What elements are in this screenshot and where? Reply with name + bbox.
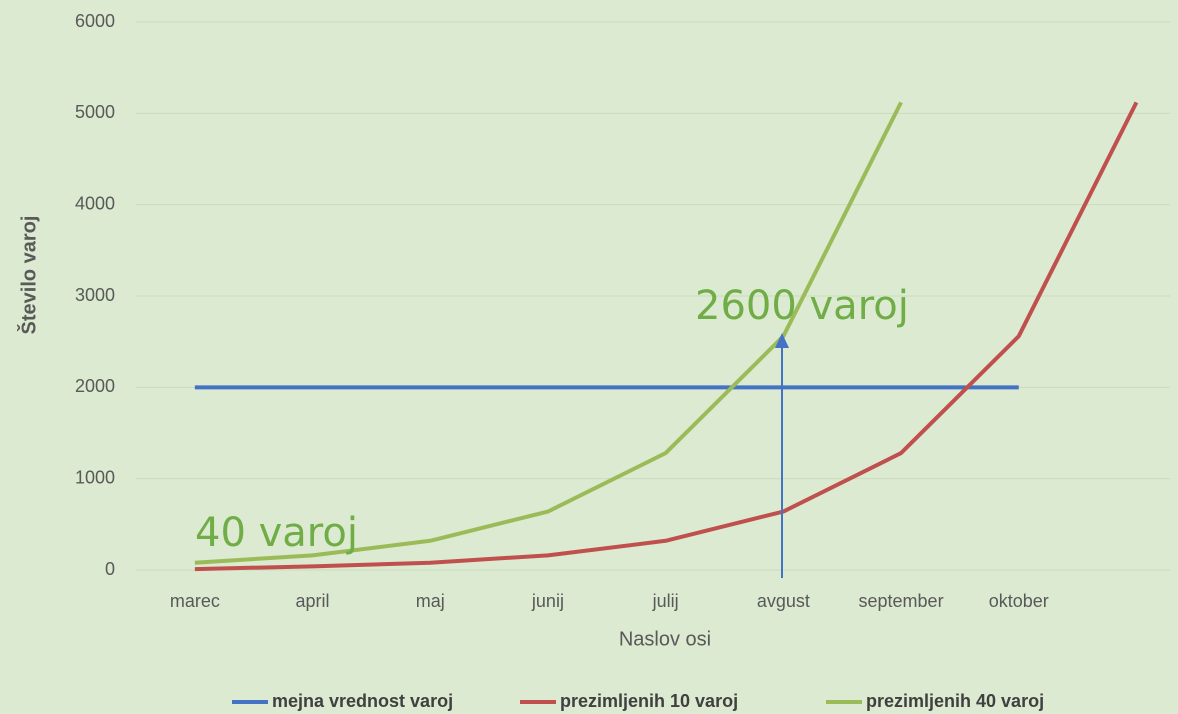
x-tick-label: avgust [757,591,810,611]
y-tick-label: 0 [105,559,115,579]
y-tick-label: 2000 [75,376,115,396]
legend-label: prezimljenih 10 varoj [560,691,738,711]
x-tick-label: september [859,591,944,611]
x-tick-label: junij [531,591,564,611]
annotation: 2600 varoj [695,283,909,329]
y-tick-label: 5000 [75,102,115,122]
legend-label: mejna vrednost varoj [272,691,453,711]
y-tick-label: 1000 [75,467,115,487]
y-tick-label: 6000 [75,11,115,31]
x-tick-label: marec [170,591,220,611]
x-axis-label: Naslov osi [619,628,711,650]
arrow-head [775,333,789,348]
x-tick-label: maj [416,591,445,611]
x-tick-label: april [296,591,330,611]
x-tick-label: oktober [989,591,1049,611]
x-tick-label: julij [652,591,679,611]
y-tick-label: 3000 [75,285,115,305]
series-line [194,101,1139,572]
legend-label: prezimljenih 40 varoj [866,691,1044,711]
y-axis-label: Število varoj [16,216,40,335]
annotation: 40 varoj [195,510,358,556]
y-tick-label: 4000 [75,193,115,213]
